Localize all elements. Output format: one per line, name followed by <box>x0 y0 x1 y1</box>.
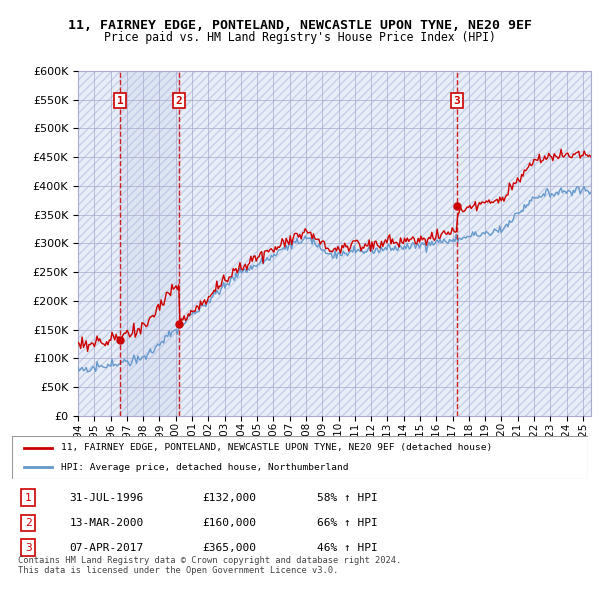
Text: 2: 2 <box>176 96 182 106</box>
Text: 46% ↑ HPI: 46% ↑ HPI <box>317 543 378 553</box>
Text: HPI: Average price, detached house, Northumberland: HPI: Average price, detached house, Nort… <box>61 463 349 472</box>
Text: 1: 1 <box>116 96 124 106</box>
Text: £160,000: £160,000 <box>202 518 256 528</box>
FancyBboxPatch shape <box>12 436 588 479</box>
Text: 3: 3 <box>454 96 460 106</box>
Text: £132,000: £132,000 <box>202 493 256 503</box>
Text: 3: 3 <box>25 543 32 553</box>
Text: This data is licensed under the Open Government Licence v3.0.: This data is licensed under the Open Gov… <box>18 566 338 575</box>
Text: 31-JUL-1996: 31-JUL-1996 <box>70 493 144 503</box>
Text: Contains HM Land Registry data © Crown copyright and database right 2024.: Contains HM Land Registry data © Crown c… <box>18 556 401 565</box>
Text: £365,000: £365,000 <box>202 543 256 553</box>
Text: 58% ↑ HPI: 58% ↑ HPI <box>317 493 378 503</box>
Text: 11, FAIRNEY EDGE, PONTELAND, NEWCASTLE UPON TYNE, NE20 9EF (detached house): 11, FAIRNEY EDGE, PONTELAND, NEWCASTLE U… <box>61 443 492 452</box>
Text: 11, FAIRNEY EDGE, PONTELAND, NEWCASTLE UPON TYNE, NE20 9EF: 11, FAIRNEY EDGE, PONTELAND, NEWCASTLE U… <box>68 19 532 32</box>
Text: 66% ↑ HPI: 66% ↑ HPI <box>317 518 378 528</box>
Bar <box>120 71 179 416</box>
Text: 1: 1 <box>25 493 32 503</box>
Text: 13-MAR-2000: 13-MAR-2000 <box>70 518 144 528</box>
Text: Price paid vs. HM Land Registry's House Price Index (HPI): Price paid vs. HM Land Registry's House … <box>104 31 496 44</box>
Text: 07-APR-2017: 07-APR-2017 <box>70 543 144 553</box>
Text: 2: 2 <box>25 518 32 528</box>
